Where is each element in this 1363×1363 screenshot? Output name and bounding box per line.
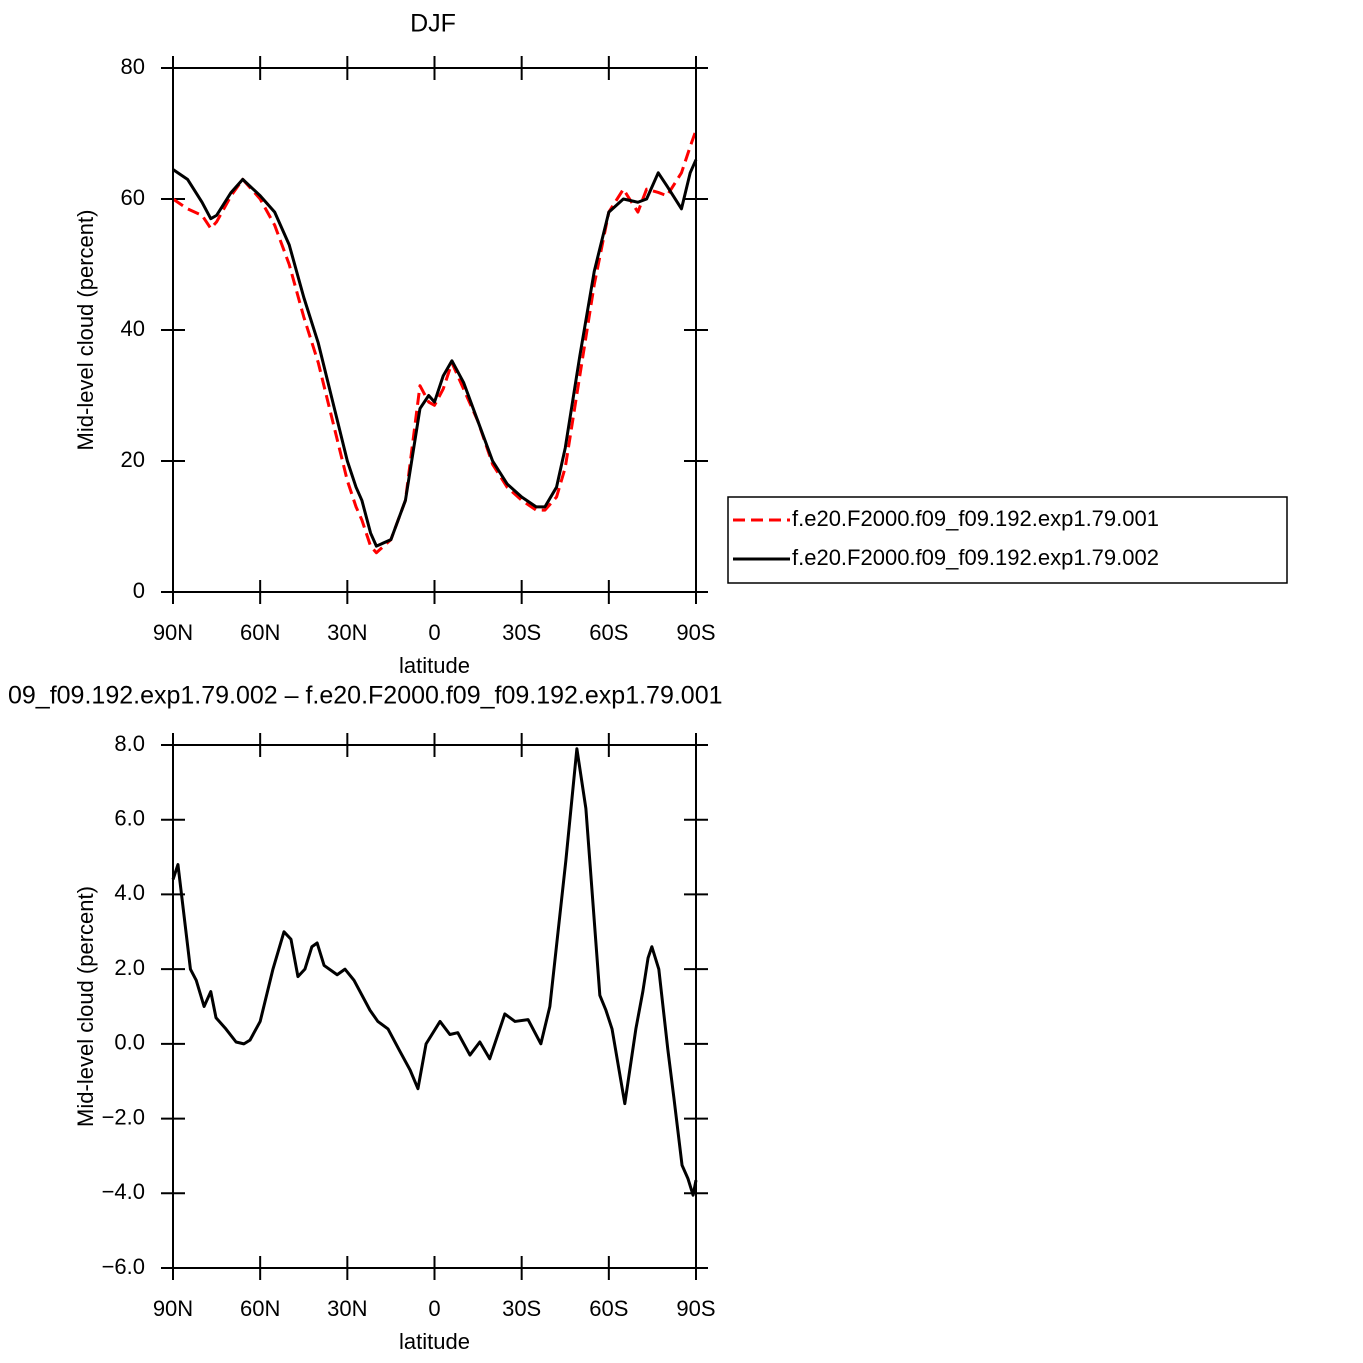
chart-title: DJF (410, 10, 456, 38)
data-line (171, 747, 698, 1197)
x-tick-label: 90N (153, 620, 193, 645)
x-tick-label: 60N (240, 1296, 280, 1321)
x-tick-label: 60N (240, 620, 280, 645)
y-tick-label: 60 (121, 185, 145, 210)
data-line (172, 159, 698, 548)
data-line (172, 129, 698, 555)
y-tick-label: −2.0 (102, 1104, 145, 1129)
plot-frame (172, 744, 697, 1269)
x-axis-label: latitude (399, 1329, 470, 1354)
legend-label: f.e20.F2000.f09_f09.192.exp1.79.001 (792, 506, 1159, 531)
y-tick-label: 6.0 (114, 806, 145, 831)
x-tick-label: 30N (327, 620, 367, 645)
x-tick-label: 0 (428, 620, 440, 645)
x-tick-label: 90S (676, 620, 715, 645)
y-tick-label: 2.0 (114, 955, 145, 980)
y-axis-label: Mid-level cloud (percent) (73, 886, 98, 1127)
x-tick-label: 90S (676, 1296, 715, 1321)
x-tick-label: 0 (428, 1296, 440, 1321)
x-tick-label: 30N (327, 1296, 367, 1321)
y-tick-label: −6.0 (102, 1254, 145, 1279)
y-tick-label: 40 (121, 316, 145, 341)
x-tick-label: 30S (502, 620, 541, 645)
y-tick-label: 80 (121, 54, 145, 79)
x-tick-label: 60S (589, 1296, 628, 1321)
y-tick-label: 4.0 (114, 880, 145, 905)
y-tick-label: 0.0 (114, 1030, 145, 1055)
plot-frame (172, 67, 697, 593)
x-tick-label: 90N (153, 1296, 193, 1321)
legend-box (727, 496, 1288, 584)
x-axis-label: latitude (399, 653, 470, 678)
y-tick-label: 0 (133, 578, 145, 603)
chart-title: 09_f09.192.exp1.79.002 – f.e20.F2000.f09… (8, 682, 723, 710)
legend-label: f.e20.F2000.f09_f09.192.exp1.79.002 (792, 545, 1159, 570)
y-tick-label: 8.0 (114, 731, 145, 756)
y-tick-label: 20 (121, 447, 145, 472)
x-tick-label: 60S (589, 620, 628, 645)
x-tick-label: 30S (502, 1296, 541, 1321)
y-axis-label: Mid-level cloud (percent) (73, 210, 98, 451)
y-tick-label: −4.0 (102, 1179, 145, 1204)
